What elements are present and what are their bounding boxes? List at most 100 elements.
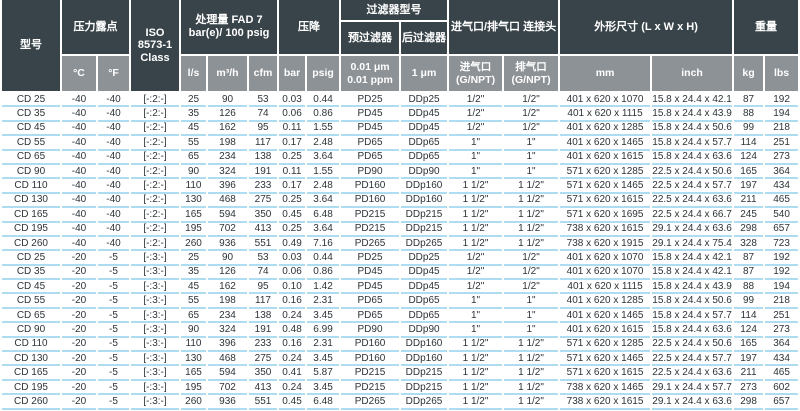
cell-pre-filter: PD215	[341, 208, 400, 223]
cell-weight-kg: 298	[734, 222, 764, 237]
cell-dew-f: -40	[98, 93, 129, 108]
cell-after-filter: DDp45	[401, 107, 448, 122]
cell-weight-lbs: 434	[765, 352, 799, 367]
cell-flow-ls: 25	[181, 251, 206, 266]
cell-flow-m3h: 126	[208, 265, 247, 281]
cell-weight-kg: 197	[734, 352, 764, 367]
cell-weight-kg: 87	[734, 251, 764, 266]
cell-after-filter: DDp160	[401, 193, 448, 209]
col-group-weight: 重量	[734, 0, 799, 56]
cell-drop-bar: 0.25	[279, 150, 306, 165]
cell-weight-kg: 328	[734, 236, 764, 252]
cell-inlet-connection: 1/2"	[449, 280, 503, 295]
cell-model: CD 25	[2, 251, 60, 266]
table-row: CD 35 -40 -40 [-:2:-] 35 126 74 0.06 0.86 PD45 DDp…	[2, 107, 799, 122]
cell-dew-c: -20	[62, 323, 96, 338]
cell-model: CD 130	[2, 352, 60, 367]
cell-iso-class: [-:2:-]	[131, 136, 179, 151]
cell-drop-psig: 6.48	[307, 208, 340, 223]
cell-weight-lbs: 273	[765, 150, 799, 165]
cell-inlet-connection: 1"	[449, 323, 503, 338]
cell-flow-m3h: 234	[208, 308, 247, 324]
cell-flow-ls: 165	[181, 208, 206, 223]
cell-model: CD 35	[2, 265, 60, 281]
cell-inlet-connection: 1 1/2"	[449, 337, 503, 353]
cell-weight-lbs: 434	[765, 179, 799, 194]
cell-flow-m3h: 324	[208, 164, 247, 180]
cell-after-filter: DDp215	[401, 380, 448, 396]
cell-drop-psig: 1.55	[307, 164, 340, 180]
cell-dims-inch: 15.8 x 24.4 x 50.6	[652, 294, 733, 309]
cell-pre-filter: PD90	[341, 323, 400, 338]
cell-model: CD 55	[2, 136, 60, 151]
cell-outlet-connection: 1 1/2"	[504, 208, 559, 223]
col-header-flow-m3h: m³/h	[208, 56, 247, 93]
table-row: CD 25 -40 -40 [-:2:-] 25 90 53 0.03 0.44 PD25 DDp2…	[2, 93, 799, 108]
cell-weight-kg: 211	[734, 193, 764, 209]
cell-weight-lbs: 218	[765, 121, 799, 137]
cell-flow-ls: 110	[181, 337, 206, 353]
cell-iso-class: [-:2:-]	[131, 107, 179, 122]
cell-outlet-connection: 1 1/2"	[504, 193, 559, 209]
cell-model: CD 65	[2, 308, 60, 324]
cell-pre-filter: PD65	[341, 136, 400, 151]
cell-pre-filter: PD160	[341, 193, 400, 209]
cell-flow-m3h: 162	[208, 280, 247, 295]
cell-dims-inch: 15.8 x 24.4 x 42.1	[652, 93, 733, 108]
cell-dims-inch: 15.8 x 24.4 x 43.9	[652, 280, 733, 295]
cell-flow-ls: 65	[181, 150, 206, 165]
cell-drop-bar: 0.06	[279, 265, 306, 281]
cell-iso-class: [-:3:-]	[131, 352, 179, 367]
col-header-after-filter: 后过滤器	[401, 22, 448, 56]
cell-flow-m3h: 702	[208, 380, 247, 396]
cell-flow-ls: 165	[181, 366, 206, 381]
cell-inlet-connection: 1"	[449, 164, 503, 180]
cell-outlet-connection: 1/2"	[504, 107, 559, 122]
cell-outlet-connection: 1"	[504, 308, 559, 324]
cell-drop-bar: 0.48	[279, 323, 306, 338]
cell-after-filter: DDp25	[401, 93, 448, 108]
cell-flow-m3h: 234	[208, 150, 247, 165]
cell-iso-class: [-:2:-]	[131, 93, 179, 108]
cell-dew-f: -5	[98, 265, 129, 281]
cell-drop-bar: 0.45	[279, 208, 306, 223]
cell-dims-mm: 571 x 620 x 1695	[560, 208, 651, 223]
cell-dims-mm: 401 x 620 x 1070	[560, 265, 651, 281]
cell-flow-cfm: 95	[249, 121, 278, 137]
cell-flow-ls: 65	[181, 308, 206, 324]
col-group-filter-model: 过滤器型号	[341, 0, 448, 22]
cell-pre-filter: PD45	[341, 280, 400, 295]
cell-inlet-connection: 1/2"	[449, 265, 503, 281]
cell-flow-ls: 260	[181, 395, 206, 410]
cell-flow-m3h: 198	[208, 136, 247, 151]
cell-drop-bar: 0.41	[279, 366, 306, 381]
cell-dew-f: -5	[98, 366, 129, 381]
cell-drop-psig: 2.31	[307, 337, 340, 353]
cell-iso-class: [-:3:-]	[131, 366, 179, 381]
cell-after-filter: DDp265	[401, 236, 448, 252]
table-row: CD 55 -20 -5 [-:3:-] 55 198 117 0.16 2.31 PD65 DDp…	[2, 294, 799, 309]
cell-iso-class: [-:3:-]	[131, 395, 179, 410]
cell-weight-kg: 87	[734, 265, 764, 281]
cell-dims-mm: 401 x 620 x 1115	[560, 107, 651, 122]
cell-dew-f: -5	[98, 280, 129, 295]
cell-dew-f: -40	[98, 193, 129, 209]
cell-pre-filter: PD90	[341, 164, 400, 180]
cell-flow-cfm: 350	[249, 208, 278, 223]
cell-flow-m3h: 702	[208, 222, 247, 237]
col-header-drop-psig: psig	[307, 56, 340, 93]
cell-drop-psig: 6.48	[307, 395, 340, 410]
cell-flow-cfm: 138	[249, 308, 278, 324]
cell-model: CD 260	[2, 236, 60, 252]
cell-flow-cfm: 53	[249, 93, 278, 108]
cell-weight-kg: 88	[734, 280, 764, 295]
cell-flow-m3h: 324	[208, 323, 247, 338]
col-header-iso-class: ISO 8573-1 Class	[131, 0, 179, 93]
col-header-model: 型号	[2, 0, 60, 93]
cell-dew-c: -20	[62, 395, 96, 410]
col-header-mm: mm	[560, 56, 651, 93]
cell-weight-kg: 211	[734, 366, 764, 381]
cell-dims-inch: 22.5 x 24.4 x 63.6	[652, 193, 733, 209]
table-row: CD 165 -40 -40 [-:2:-] 165 594 350 0.45 6.48 PD21…	[2, 208, 799, 223]
cell-dims-inch: 15.8 x 24.4 x 42.1	[652, 265, 733, 281]
